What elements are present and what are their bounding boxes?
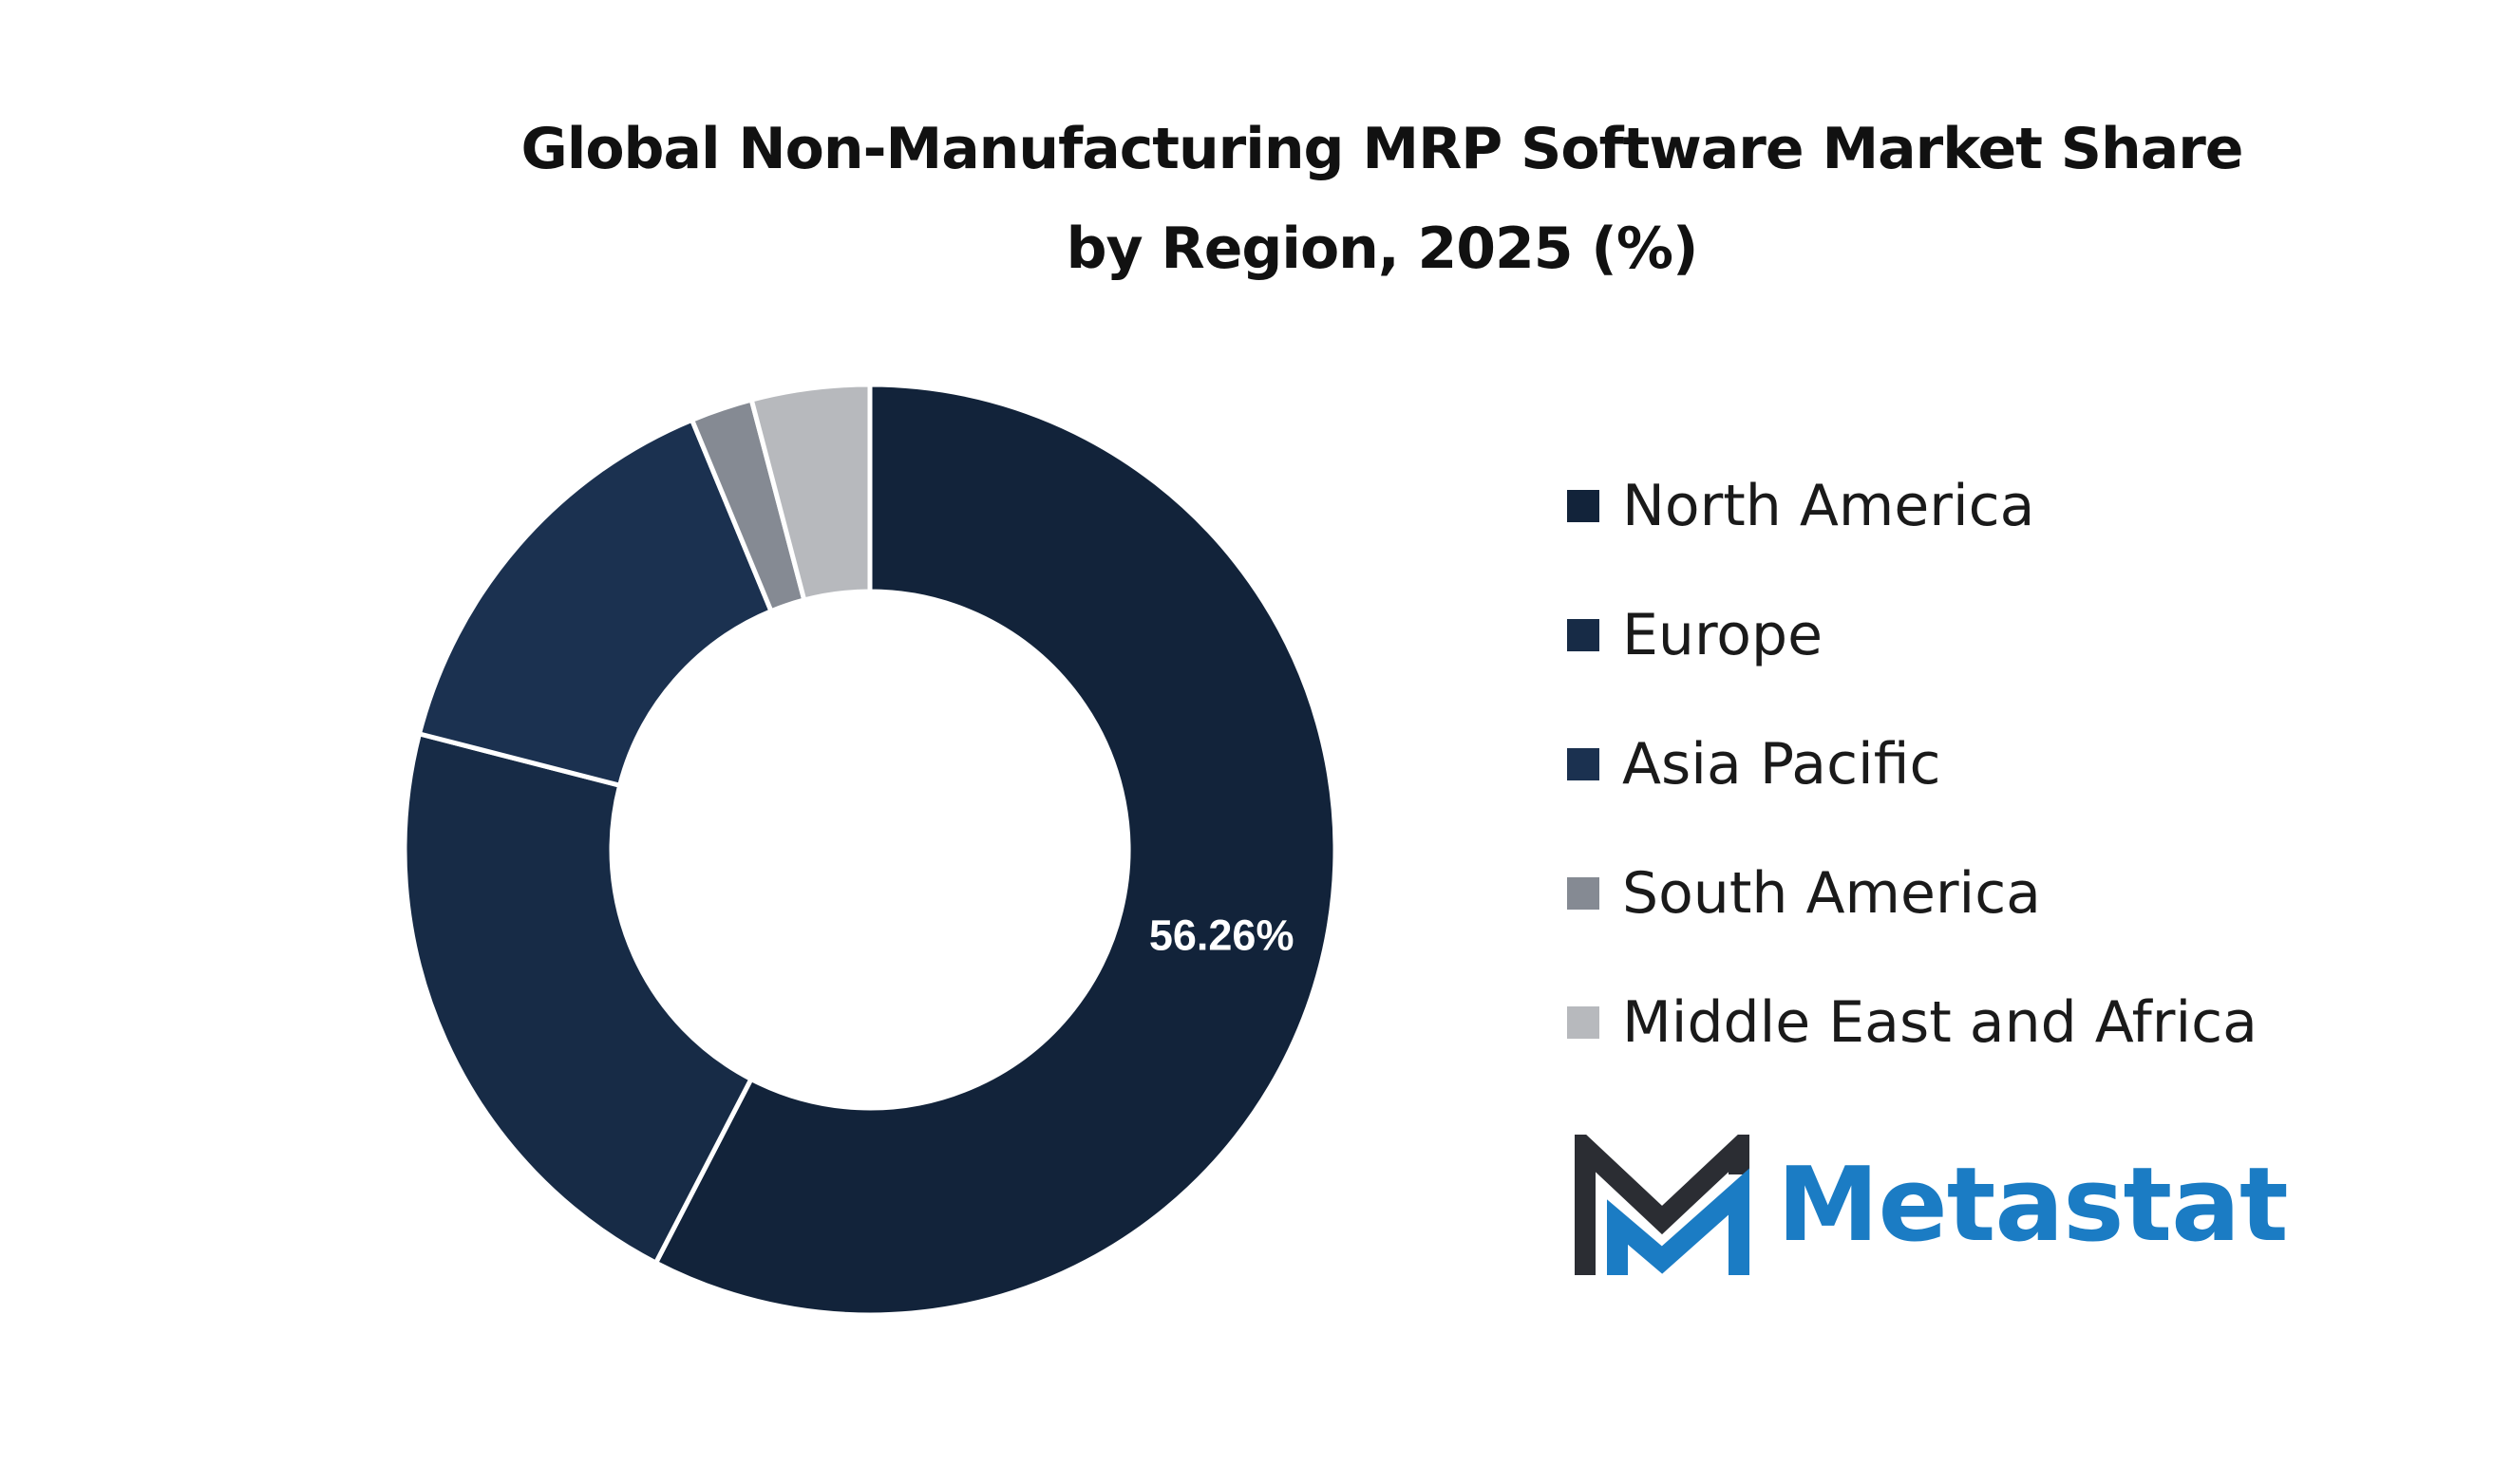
slice-middle-east-and-africa xyxy=(748,382,873,604)
slice-north-america xyxy=(652,382,1338,1318)
legend-label-north-america: North America xyxy=(1622,473,2035,539)
legend-item-middle-east-and-africa: Middle East and Africa xyxy=(1567,958,2258,1087)
brand-logo: Metastat xyxy=(1572,1135,2289,1277)
legend-item-north-america: North America xyxy=(1567,441,2258,571)
slice-label-north-america: 56.26% xyxy=(1149,911,1294,960)
chart-legend: North America Europe Asia Pacific South … xyxy=(1567,441,2258,1087)
legend-item-europe: Europe xyxy=(1567,571,2258,700)
legend-swatch-south-america xyxy=(1567,877,1599,910)
slice-asia-pacific xyxy=(416,416,775,789)
metastat-m-logo-icon xyxy=(1575,1135,1749,1275)
legend-item-south-america: South America xyxy=(1567,829,2258,958)
legend-swatch-europe xyxy=(1567,619,1599,651)
chart-title-line-2: by Region, 2025 (%) xyxy=(1066,216,1699,282)
chart-title-line-1: Global Non-Manufacturing MRP Software Ma… xyxy=(520,116,2244,182)
legend-swatch-middle-east-and-africa xyxy=(1567,1006,1599,1039)
brand-name: Metastat xyxy=(1777,1146,2289,1265)
slice-europe xyxy=(402,730,755,1267)
legend-label-asia-pacific: Asia Pacific xyxy=(1622,731,1941,798)
legend-label-middle-east-and-africa: Middle East and Africa xyxy=(1622,989,2258,1056)
legend-swatch-north-america xyxy=(1567,490,1599,522)
chart-title: Global Non-Manufacturing MRP Software Ma… xyxy=(351,100,2412,299)
legend-label-europe: Europe xyxy=(1622,602,1823,668)
legend-label-south-america: South America xyxy=(1622,860,2041,927)
legend-swatch-asia-pacific xyxy=(1567,748,1599,780)
legend-item-asia-pacific: Asia Pacific xyxy=(1567,700,2258,829)
